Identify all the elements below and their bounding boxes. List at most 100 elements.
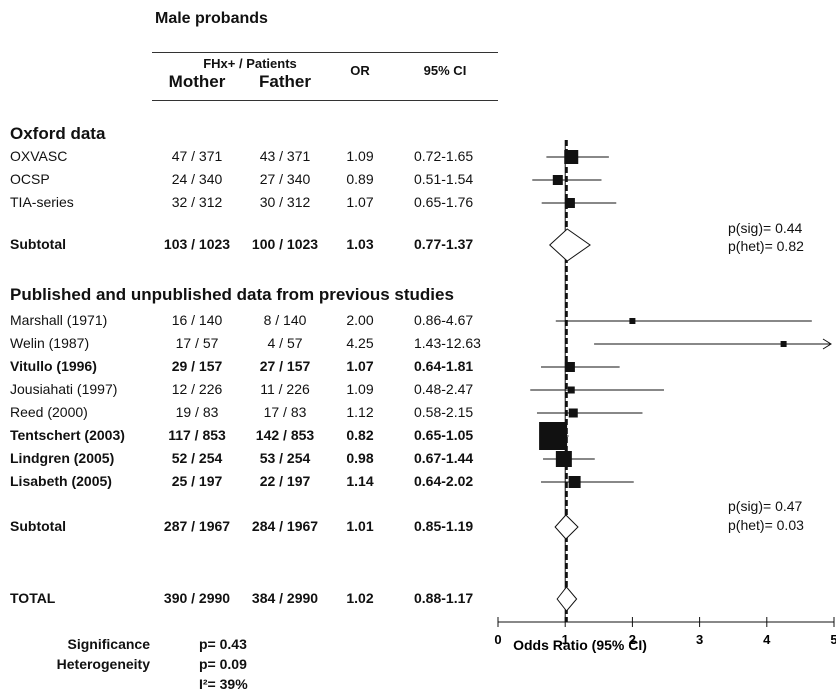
subtotal-father: 284 / 1967 [251,518,319,534]
study-marker [568,476,581,488]
study-marker [555,451,572,467]
mother-value: 25 / 197 [171,473,223,489]
total-father: 384 / 2990 [251,590,319,606]
subtotal-father: 100 / 1023 [251,236,319,252]
subtotal-label: Subtotal [10,236,66,252]
ci-value: 0.64-1.81 [414,358,474,374]
study-marker [780,341,787,347]
x-tick-label: 0 [494,632,501,647]
x-tick-label: 1 [562,632,569,647]
mother-value: 52 / 254 [171,450,223,466]
i2-value: I²= 39% [199,676,248,692]
header-top-rule [152,52,498,53]
or-value: 0.82 [346,427,374,443]
ci-value: 0.64-2.02 [414,473,474,489]
father-value: 8 / 140 [263,312,307,328]
chart-title: Male probands [155,10,268,27]
father-value: 27 / 157 [259,358,311,374]
mother-value: 16 / 140 [171,312,223,328]
total-mother: 390 / 2990 [163,590,231,606]
or-value: 1.09 [346,381,374,397]
phet-oxford: p(het)= 0.82 [728,238,804,254]
study-label: Welin (1987) [10,335,90,351]
ci-value: 0.65-1.05 [414,427,474,443]
subtotal-mother: 103 / 1023 [163,236,231,252]
subtotal-or: 1.03 [346,236,374,252]
header-bottom-rule [152,100,498,101]
pooled-diamond [549,228,591,262]
study-marker [564,198,575,208]
ci-value: 0.48-2.47 [414,381,474,397]
psig-oxford: p(sig)= 0.44 [728,220,803,236]
significance-label: Significance [67,636,150,652]
x-axis-label: Odds Ratio (95% CI) [513,637,647,653]
father-value: 43 / 371 [259,148,311,164]
ci-value: 0.67-1.44 [414,450,474,466]
study-marker [629,318,636,324]
x-tick-label: 4 [763,632,771,647]
x-tick-label: 2 [629,632,636,647]
study-label: Marshall (1971) [10,312,108,328]
ci-header: 95% CI [423,63,467,78]
subtotal-ci: 0.85-1.19 [414,518,474,534]
subtotal-mother: 287 / 1967 [163,518,231,534]
ci-value: 1.43-12.63 [414,335,481,351]
father-value: 27 / 340 [259,171,311,187]
significance-value: p= 0.43 [199,636,247,652]
study-marker [564,362,575,372]
or-value: 1.09 [346,148,374,164]
phet-previous: p(het)= 0.03 [728,517,804,533]
or-header: OR [350,63,370,78]
psig-previous: p(sig)= 0.47 [728,498,803,514]
mother-value: 17 / 57 [175,335,219,351]
section-title-oxford: Oxford data [10,124,106,143]
study-label: Vitullo (1996) [10,358,97,374]
study-label: Reed (2000) [10,404,88,420]
subtotal-label: Subtotal [10,518,66,534]
ci-arrow [822,338,832,350]
ci-value: 0.86-4.67 [414,312,474,328]
or-value: 1.07 [346,194,374,210]
x-tick-label: 5 [830,632,836,647]
heterogeneity-value: p= 0.09 [199,656,247,672]
study-label: Lindgren (2005) [10,450,115,466]
total-or: 1.02 [346,590,374,606]
ci-value: 0.65-1.76 [414,194,474,210]
mother-value: 19 / 83 [175,404,219,420]
total-label: TOTAL [10,590,56,606]
pooled-diamond [556,586,578,612]
father-value: 17 / 83 [263,404,307,420]
father-value: 53 / 254 [259,450,311,466]
study-label: TIA-series [10,194,74,210]
subtotal-or: 1.01 [346,518,374,534]
father-header: Father [259,72,311,91]
subtotal-ci: 0.77-1.37 [414,236,474,252]
mother-value: 12 / 226 [171,381,223,397]
study-label: OXVASC [10,148,68,164]
or-value: 0.98 [346,450,374,466]
pooled-diamond [554,514,579,540]
study-label: Lisabeth (2005) [10,473,112,489]
mother-value: 29 / 157 [171,358,223,374]
or-value: 0.89 [346,171,374,187]
or-value: 1.14 [346,473,374,489]
x-tick-label: 3 [696,632,703,647]
mother-value: 32 / 312 [171,194,223,210]
study-label: Tentschert (2003) [10,427,125,443]
or-value: 1.12 [346,404,374,420]
mother-value: 117 / 853 [168,427,226,443]
father-value: 142 / 853 [255,427,315,443]
mother-value: 47 / 371 [171,148,223,164]
or-value: 4.25 [346,335,374,351]
fhx-label: FHx+ / Patients [203,56,297,71]
mother-header: Mother [168,72,226,91]
ci-value: 0.51-1.54 [414,171,474,187]
ci-value: 0.58-2.15 [414,404,474,420]
father-value: 4 / 57 [267,335,303,351]
study-marker [567,386,575,394]
study-marker [552,175,563,185]
father-value: 22 / 197 [259,473,311,489]
father-value: 11 / 226 [260,381,310,397]
study-marker [564,150,579,164]
